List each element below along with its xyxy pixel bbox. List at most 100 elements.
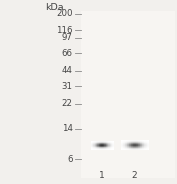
Bar [141,145,142,146]
Bar [123,145,124,146]
Bar [122,142,123,143]
Bar [131,147,132,148]
Bar [105,149,106,150]
Bar [124,140,125,141]
Bar [104,148,105,149]
Bar [138,141,139,142]
Bar [92,142,93,143]
Bar [125,140,126,141]
Bar [122,146,123,147]
Bar [123,141,124,142]
Bar [131,143,132,144]
Bar [113,144,114,145]
Bar [98,149,99,150]
Bar [143,141,144,142]
Bar [127,149,128,150]
Bar [94,148,95,149]
Bar [101,146,102,147]
Bar [144,145,145,146]
Bar [141,147,142,148]
Bar [146,144,147,145]
Bar [98,145,99,146]
Bar [133,143,134,144]
Bar [126,140,127,141]
Bar [121,149,122,150]
Bar [101,147,102,148]
Bar [108,149,109,150]
Bar [132,142,133,143]
Bar [143,143,144,144]
Bar [143,149,144,150]
Bar [141,148,142,149]
Bar [127,145,128,146]
Bar [94,145,95,146]
Bar [136,141,137,142]
Bar [93,145,94,146]
Bar [142,142,143,143]
Bar [124,147,125,148]
Bar [93,144,94,145]
Bar [95,144,96,145]
Bar [130,144,131,145]
Bar [91,148,92,149]
Bar [138,148,139,149]
Text: 31: 31 [62,82,73,91]
Bar [95,141,96,142]
Bar [93,147,94,148]
Bar [107,149,108,150]
Bar [145,140,146,141]
Bar [110,143,111,144]
Bar [146,145,147,146]
Bar [144,143,145,144]
Bar [123,147,124,148]
Bar [135,143,136,144]
Bar [100,144,101,145]
Bar [111,148,112,149]
Bar [143,148,144,149]
Bar [128,141,129,142]
Bar [106,141,107,142]
Bar [136,142,137,143]
Bar [123,142,124,143]
Bar [92,146,93,147]
Bar [109,144,110,145]
Bar [121,143,122,144]
Bar [125,145,126,146]
Bar [93,148,94,149]
Bar [144,144,145,145]
Bar [143,147,144,148]
Bar [102,142,103,143]
Bar [106,143,107,144]
Bar [96,143,97,144]
Bar [98,141,99,142]
Bar [96,142,97,143]
Bar [136,140,137,141]
Bar [108,145,109,146]
Bar [94,144,95,145]
Bar [128,143,129,144]
Bar [92,147,93,148]
Bar [112,143,113,144]
Bar [139,148,140,149]
Bar [109,142,110,143]
Bar [141,140,142,141]
Bar [107,148,108,149]
Bar [98,144,99,145]
Bar [96,149,97,150]
Bar [102,143,103,144]
Bar [124,143,125,144]
Bar [122,148,123,149]
Bar [107,147,108,148]
Bar [110,148,111,149]
Bar [132,148,133,149]
Bar [130,145,131,146]
Bar [104,149,105,150]
Bar [105,146,106,147]
Bar [141,144,142,145]
Bar [137,143,138,144]
Bar [135,141,136,142]
Bar [147,143,148,144]
Bar [99,147,100,148]
Bar [124,142,125,143]
Bar [128,140,129,141]
